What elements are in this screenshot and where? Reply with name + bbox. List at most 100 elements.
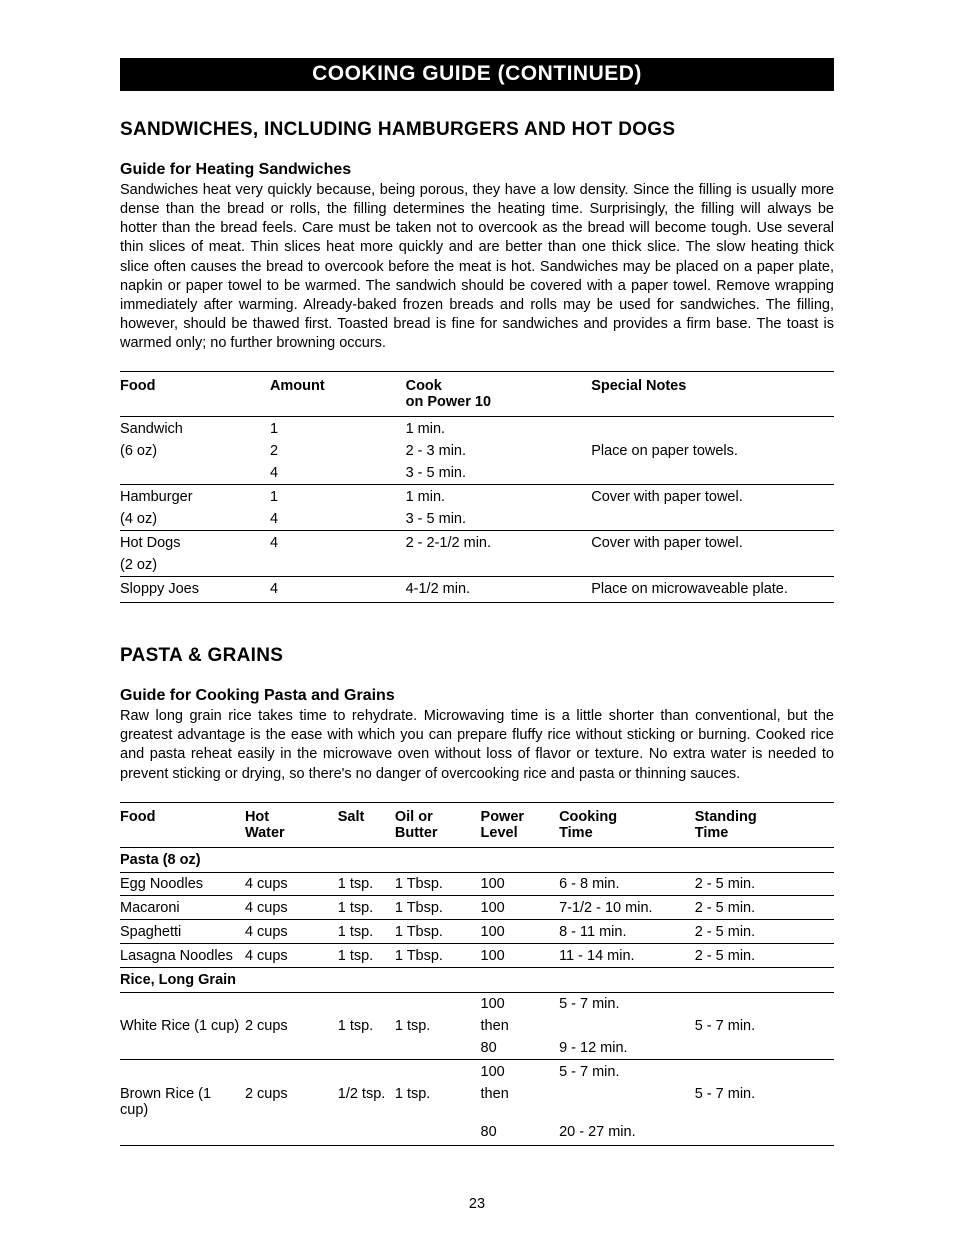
cell-cook: 2 - 2-1/2 min.: [406, 531, 592, 555]
hw-l2: Water: [245, 825, 285, 841]
cell-hw: 2 cups: [245, 1015, 338, 1037]
cell-salt: 1 tsp.: [338, 919, 395, 943]
pasta-subtitle: Guide for Cooking Pasta and Grains: [120, 687, 834, 705]
cell-pl: 80: [481, 1121, 560, 1146]
cell-ob: 1 Tbsp.: [395, 872, 481, 895]
cell-ob: 1 Tbsp.: [395, 943, 481, 967]
col-cook: Cook on Power 10: [406, 372, 592, 417]
cell-amount: 2: [270, 440, 406, 462]
cell-ct: 9 - 12 min.: [559, 1037, 695, 1060]
ob-l1: Oil or: [395, 809, 433, 825]
ct-l2: Time: [559, 825, 593, 841]
cell-ct: 7-1/2 - 10 min.: [559, 895, 695, 919]
cell-notes: Cover with paper towel.: [591, 531, 834, 555]
cell-ob: 1 Tbsp.: [395, 919, 481, 943]
col-food: Food: [120, 802, 245, 847]
cell-ob: 1 tsp.: [395, 1015, 481, 1037]
cell-amount: 4: [270, 508, 406, 531]
cell-food: Brown Rice (1 cup): [120, 1083, 245, 1121]
ob-l2: Butter: [395, 825, 438, 841]
cell-notes: Place on microwaveable plate.: [591, 577, 834, 603]
cell-food: Spaghetti: [120, 919, 245, 943]
cell-pl: then: [481, 1015, 560, 1037]
pasta-table: Food Hot Water Salt Oil or Butter Power …: [120, 802, 834, 1146]
cell-amount: 4: [270, 462, 406, 485]
page-banner: COOKING GUIDE (CONTINUED): [120, 58, 834, 91]
cell-cook: 2 - 3 min.: [406, 440, 592, 462]
cell-salt: 1 tsp.: [338, 895, 395, 919]
cell-st: 2 - 5 min.: [695, 895, 834, 919]
cell-cook: 3 - 5 min.: [406, 508, 592, 531]
pl-l2: Level: [481, 825, 518, 841]
cell-food: Sloppy Joes: [120, 577, 270, 603]
sandwiches-text: Sandwiches heat very quickly because, be…: [120, 181, 834, 353]
cell-st: 2 - 5 min.: [695, 919, 834, 943]
group-pasta: Pasta (8 oz): [120, 847, 834, 872]
cell-pl: 100: [481, 1059, 560, 1083]
cell-hw: 4 cups: [245, 895, 338, 919]
sandwiches-table: Food Amount Cook on Power 10 Special Not…: [120, 371, 834, 603]
col-hotwater: Hot Water: [245, 802, 338, 847]
cell-pl: 100: [481, 992, 560, 1015]
cell-salt: 1/2 tsp.: [338, 1083, 395, 1121]
hw-l1: Hot: [245, 809, 269, 825]
cell-cook: 1 min.: [406, 485, 592, 509]
cell-pl: 100: [481, 872, 560, 895]
cell-pl: 100: [481, 943, 560, 967]
cell-st: 5 - 7 min.: [695, 1015, 834, 1037]
cell-pl: then: [481, 1083, 560, 1121]
cell-food: Egg Noodles: [120, 872, 245, 895]
cell-salt: 1 tsp.: [338, 1015, 395, 1037]
st-l1: Standing: [695, 809, 757, 825]
cell-ct: 5 - 7 min.: [559, 1059, 695, 1083]
cell-food: White Rice (1 cup): [120, 1015, 245, 1037]
cell-hw: 4 cups: [245, 872, 338, 895]
col-cookingtime: Cooking Time: [559, 802, 695, 847]
cell-pl: 100: [481, 919, 560, 943]
cooking-guide-page: COOKING GUIDE (CONTINUED) SANDWICHES, IN…: [0, 0, 954, 1252]
cell-amount: 1: [270, 417, 406, 441]
pasta-title: PASTA & GRAINS: [120, 645, 834, 667]
cell-food: Lasagna Noodles: [120, 943, 245, 967]
cell-cook: 1 min.: [406, 417, 592, 441]
cell-cook: 4-1/2 min.: [406, 577, 592, 603]
col-salt: Salt: [338, 802, 395, 847]
cell-cook: 3 - 5 min.: [406, 462, 592, 485]
cell-amount: 4: [270, 577, 406, 603]
ct-l1: Cooking: [559, 809, 617, 825]
col-oilbutter: Oil or Butter: [395, 802, 481, 847]
cell-ct: 8 - 11 min.: [559, 919, 695, 943]
cell-ob: 1 tsp.: [395, 1083, 481, 1121]
cell-ob: 1 Tbsp.: [395, 895, 481, 919]
sandwiches-title: SANDWICHES, INCLUDING HAMBURGERS AND HOT…: [120, 119, 834, 141]
cell-ct: 11 - 14 min.: [559, 943, 695, 967]
cell-salt: 1 tsp.: [338, 943, 395, 967]
cell-food: (6 oz): [120, 440, 270, 462]
col-food: Food: [120, 372, 270, 417]
sandwiches-subtitle: Guide for Heating Sandwiches: [120, 161, 834, 179]
cell-notes: Place on paper towels.: [591, 440, 834, 462]
page-number: 23: [120, 1196, 834, 1212]
cell-ct: 6 - 8 min.: [559, 872, 695, 895]
cell-ct: 20 - 27 min.: [559, 1121, 695, 1146]
cell-notes: Cover with paper towel.: [591, 485, 834, 509]
cell-food: Hamburger: [120, 485, 270, 509]
col-amount: Amount: [270, 372, 406, 417]
cell-st: 2 - 5 min.: [695, 943, 834, 967]
cell-food: Macaroni: [120, 895, 245, 919]
cell-hw: 2 cups: [245, 1083, 338, 1121]
col-cook-l2: on Power 10: [406, 394, 491, 410]
col-standingtime: Standing Time: [695, 802, 834, 847]
cell-st: 5 - 7 min.: [695, 1083, 834, 1121]
cell-hw: 4 cups: [245, 919, 338, 943]
cell-ct: 5 - 7 min.: [559, 992, 695, 1015]
col-notes: Special Notes: [591, 372, 834, 417]
cell-food: (4 oz): [120, 508, 270, 531]
st-l2: Time: [695, 825, 729, 841]
col-powerlevel: Power Level: [481, 802, 560, 847]
cell-pl: 100: [481, 895, 560, 919]
cell-amount: 1: [270, 485, 406, 509]
pasta-text: Raw long grain rice takes time to rehydr…: [120, 707, 834, 784]
col-cook-l1: Cook: [406, 378, 442, 394]
cell-st: 2 - 5 min.: [695, 872, 834, 895]
